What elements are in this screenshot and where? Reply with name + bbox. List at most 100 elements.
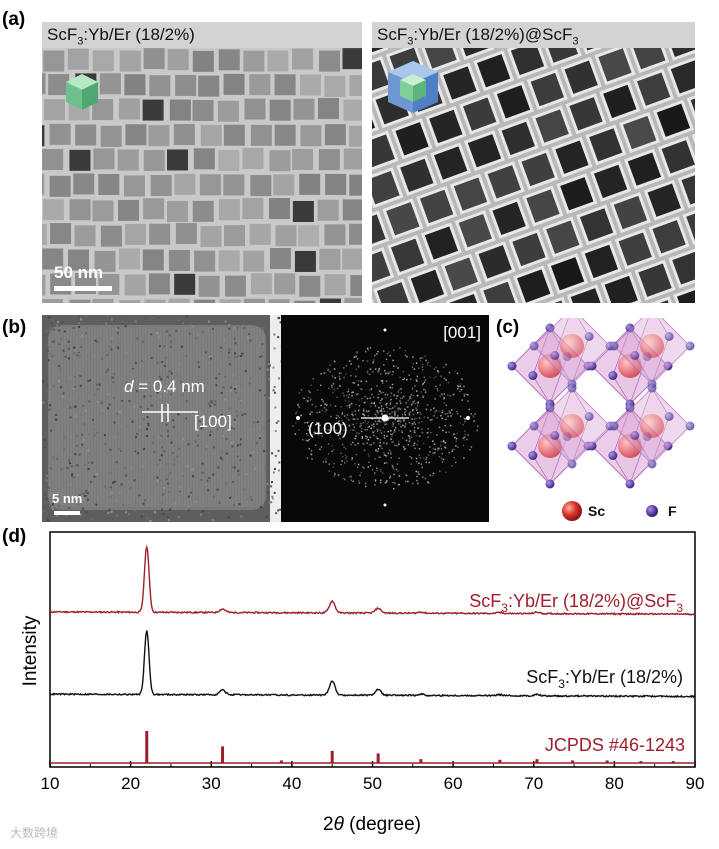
noise-dot: [197, 361, 200, 364]
noise-dot: [175, 330, 178, 333]
nanocube: [243, 298, 265, 303]
noise-dot: [140, 515, 143, 518]
fft-noise: [368, 410, 370, 412]
fft-noise: [453, 393, 455, 396]
nanocube: [349, 223, 362, 245]
fft-noise: [374, 478, 377, 481]
fft-noise: [436, 388, 439, 390]
fft-noise: [350, 443, 352, 446]
d-spacing-value: = 0.4 nm: [133, 377, 205, 396]
fft-noise: [311, 458, 313, 460]
noise-dot: [82, 498, 85, 501]
noise-dot: [225, 437, 228, 440]
noise-dot: [201, 462, 204, 465]
core-cube: [521, 152, 555, 187]
fft-noise: [351, 441, 354, 444]
noise-dot: [239, 355, 242, 358]
noise-dot: [253, 421, 256, 424]
nanocube: [92, 298, 114, 303]
fft-noise: [359, 474, 361, 477]
noise-dot: [125, 511, 128, 514]
noise-dot: [127, 513, 130, 516]
fft-noise: [398, 419, 400, 422]
fft-noise: [380, 399, 382, 402]
noise-dot: [273, 385, 276, 388]
fft-noise: [337, 424, 340, 426]
fft-noise: [412, 356, 414, 359]
noise-dot: [248, 382, 251, 385]
fft-noise: [379, 390, 381, 392]
fft-noise: [413, 444, 415, 446]
reference-line: [570, 760, 574, 763]
noise-dot: [225, 482, 228, 485]
fft-noise: [344, 457, 347, 460]
noise-dot: [57, 321, 60, 324]
fft-noise: [426, 432, 429, 434]
fft-noise: [451, 409, 453, 411]
fft-noise: [367, 349, 370, 351]
diffraction-spot: [296, 416, 300, 420]
fft-noise: [388, 416, 391, 418]
noise-dot: [163, 486, 166, 489]
nanocube: [143, 149, 165, 171]
fft-noise: [324, 410, 327, 413]
noise-dot: [156, 479, 159, 482]
shell-cube: [682, 203, 695, 245]
noise-dot: [105, 322, 108, 325]
noise-dot: [72, 476, 75, 479]
fft-noise: [472, 415, 475, 417]
fft-noise: [375, 449, 377, 451]
fft-noise: [450, 415, 452, 417]
fft-noise: [448, 410, 451, 412]
fft-noise: [429, 365, 432, 367]
fft-noise: [402, 424, 404, 427]
noise-dot: [47, 487, 50, 490]
noise-dot: [186, 498, 189, 501]
nanocube: [273, 174, 295, 196]
fft-noise: [415, 457, 418, 460]
fft-noise: [376, 437, 379, 440]
noise-dot: [195, 337, 198, 340]
fft-noise: [429, 474, 431, 477]
fft-noise: [346, 394, 348, 397]
fft-noise: [329, 370, 331, 373]
fft-noise: [364, 483, 367, 485]
fft-noise: [419, 411, 421, 414]
noise-dot: [110, 340, 113, 343]
fft-noise: [334, 472, 336, 475]
noise-dot: [91, 343, 94, 346]
fft-noise: [384, 481, 387, 484]
noise-dot: [136, 390, 139, 393]
noise-dot: [74, 385, 77, 388]
nanocube: [148, 273, 170, 295]
noise-dot: [48, 408, 51, 411]
fft-noise: [413, 431, 415, 434]
noise-dot: [125, 381, 128, 384]
noise-dot: [156, 476, 159, 479]
noise-dot: [75, 348, 78, 351]
noise-dot: [96, 318, 99, 321]
fft-noise: [425, 461, 428, 464]
noise-dot: [77, 351, 80, 354]
noise-dot: [161, 360, 164, 363]
fft-pattern: [292, 328, 479, 507]
fft-noise: [365, 380, 368, 383]
noise-dot: [150, 357, 153, 360]
fft-noise: [371, 469, 374, 471]
noise-dot: [185, 354, 188, 357]
fft-noise: [463, 417, 466, 420]
fft-noise: [330, 415, 332, 418]
noise-dot: [58, 324, 61, 327]
fft-noise: [408, 374, 410, 376]
fft-noise: [314, 431, 317, 434]
noise-dot: [191, 468, 194, 471]
fft-noise: [383, 434, 386, 437]
noise-dot: [220, 346, 223, 349]
noise-dot: [157, 316, 160, 319]
fft-noise: [435, 385, 437, 388]
noise-dot: [80, 485, 83, 488]
fft-noise: [406, 406, 409, 408]
fft-noise: [369, 389, 371, 391]
fft-noise: [411, 445, 413, 447]
noise-dot: [68, 386, 71, 389]
